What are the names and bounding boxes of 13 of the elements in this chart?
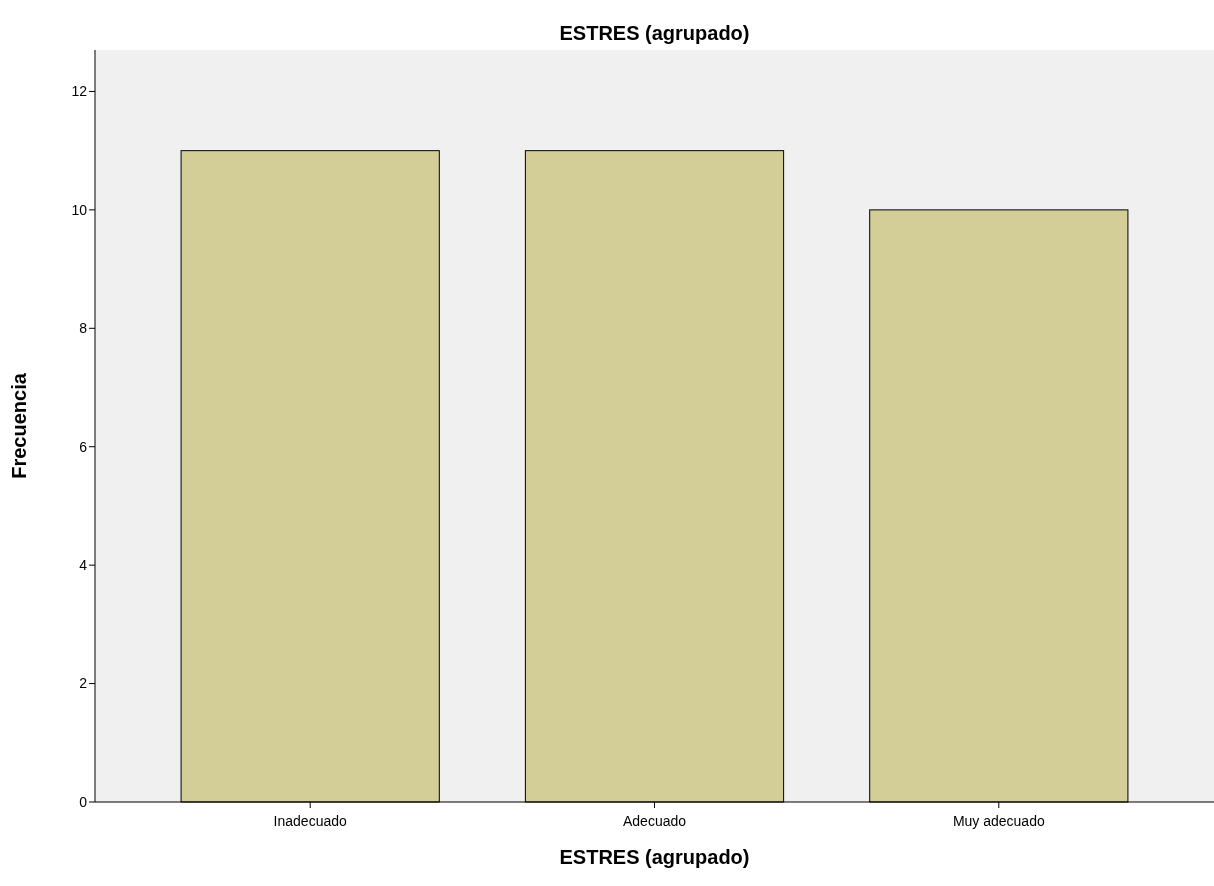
chart-title: ESTRES (agrupado) [559,22,750,44]
y-tick-label: 0 [79,793,88,810]
y-tick-label: 10 [71,201,88,218]
y-tick-label: 4 [79,557,88,574]
x-tick-label: Inadecuado [273,813,347,829]
y-axis-title: Frecuencia [8,372,30,479]
x-tick-label: Adecuado [622,813,687,829]
x-axis-title: ESTRES (agrupado) [559,846,750,868]
y-tick-label: 12 [71,83,88,100]
y-tick-label: 2 [79,675,88,692]
y-tick-label: 6 [79,438,88,455]
x-tick-label: Muy adecuado [952,813,1045,829]
y-tick-label: 8 [79,320,88,337]
